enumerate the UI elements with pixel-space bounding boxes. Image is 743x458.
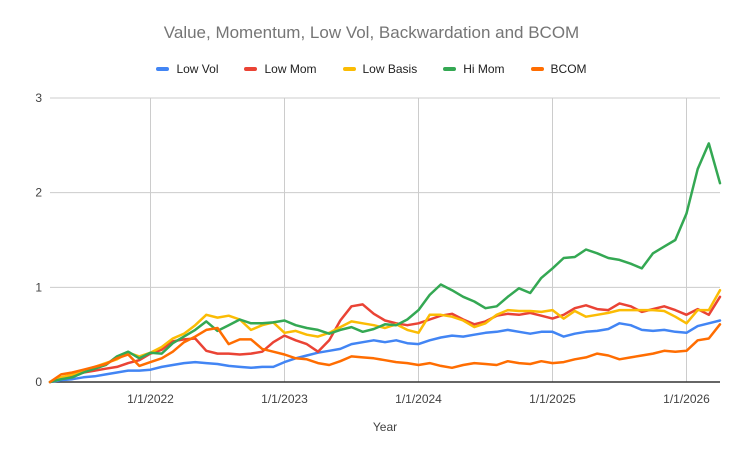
chart-title: Value, Momentum, Low Vol, Backwardation …	[163, 23, 580, 42]
y-tick-label: 3	[35, 91, 42, 105]
legend: Low Vol Low Mom Low Basis Hi Mom BCOM	[0, 61, 743, 77]
series-line-hi-mom	[48, 142, 722, 384]
legend-swatch-low-vol	[156, 67, 170, 71]
series-line-bcom	[48, 323, 722, 384]
x-tick-label: 1/1/2022	[127, 392, 174, 406]
y-tick-label: 2	[35, 186, 42, 200]
y-tick-label: 1	[35, 280, 42, 294]
x-axis-title: Year	[372, 420, 398, 434]
series-line-low-basis	[48, 288, 722, 384]
legend-swatch-bcom	[530, 67, 544, 71]
legend-item-low-basis: Low Basis	[342, 62, 418, 76]
legend-label: Low Basis	[362, 62, 418, 76]
legend-swatch-low-basis	[342, 67, 356, 71]
legend-item-hi-mom: Hi Mom	[443, 62, 505, 76]
legend-label: Low Vol	[176, 62, 219, 76]
series-line-low-mom	[48, 295, 722, 384]
legend-swatch-low-mom	[244, 67, 258, 71]
x-tick-label: 1/1/2024	[395, 392, 442, 406]
x-tick-label: 1/1/2026	[663, 392, 710, 406]
legend-label: BCOM	[550, 62, 587, 76]
legend-item-bcom: BCOM	[530, 62, 587, 76]
y-tick-label: 0	[35, 375, 42, 389]
legend-label: Hi Mom	[463, 62, 505, 76]
legend-swatch-hi-mom	[443, 67, 457, 71]
series-line-low-vol	[48, 319, 722, 384]
x-tick-label: 1/1/2023	[261, 392, 308, 406]
legend-item-low-vol: Low Vol	[156, 62, 218, 76]
x-tick-label: 1/1/2025	[529, 392, 576, 406]
legend-label: Low Mom	[264, 62, 317, 76]
legend-item-low-mom: Low Mom	[244, 62, 317, 76]
